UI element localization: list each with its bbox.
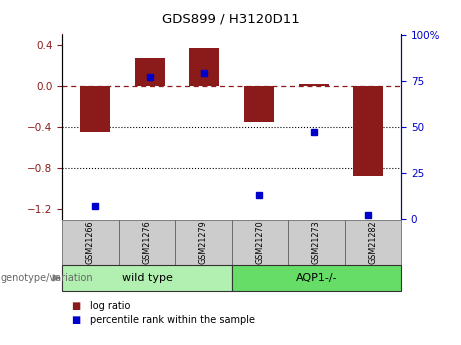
Bar [189, 48, 219, 86]
Text: GSM21270: GSM21270 [255, 221, 265, 264]
Bar [135, 58, 165, 86]
Bar [299, 84, 329, 86]
Text: GSM21276: GSM21276 [142, 221, 152, 264]
Text: percentile rank within the sample: percentile rank within the sample [90, 315, 255, 325]
Text: genotype/variation: genotype/variation [1, 273, 94, 283]
Text: GSM21266: GSM21266 [86, 221, 95, 264]
Text: GDS899 / H3120D11: GDS899 / H3120D11 [162, 12, 299, 25]
Text: ■: ■ [71, 315, 81, 325]
Bar [80, 86, 110, 132]
Text: wild type: wild type [122, 273, 172, 283]
Text: GSM21273: GSM21273 [312, 221, 321, 264]
Text: log ratio: log ratio [90, 302, 130, 311]
Bar [353, 86, 383, 176]
Text: GSM21279: GSM21279 [199, 221, 208, 264]
Text: GSM21282: GSM21282 [368, 221, 378, 264]
Text: AQP1-/-: AQP1-/- [296, 273, 337, 283]
Text: ■: ■ [71, 302, 81, 311]
Bar [244, 86, 274, 122]
